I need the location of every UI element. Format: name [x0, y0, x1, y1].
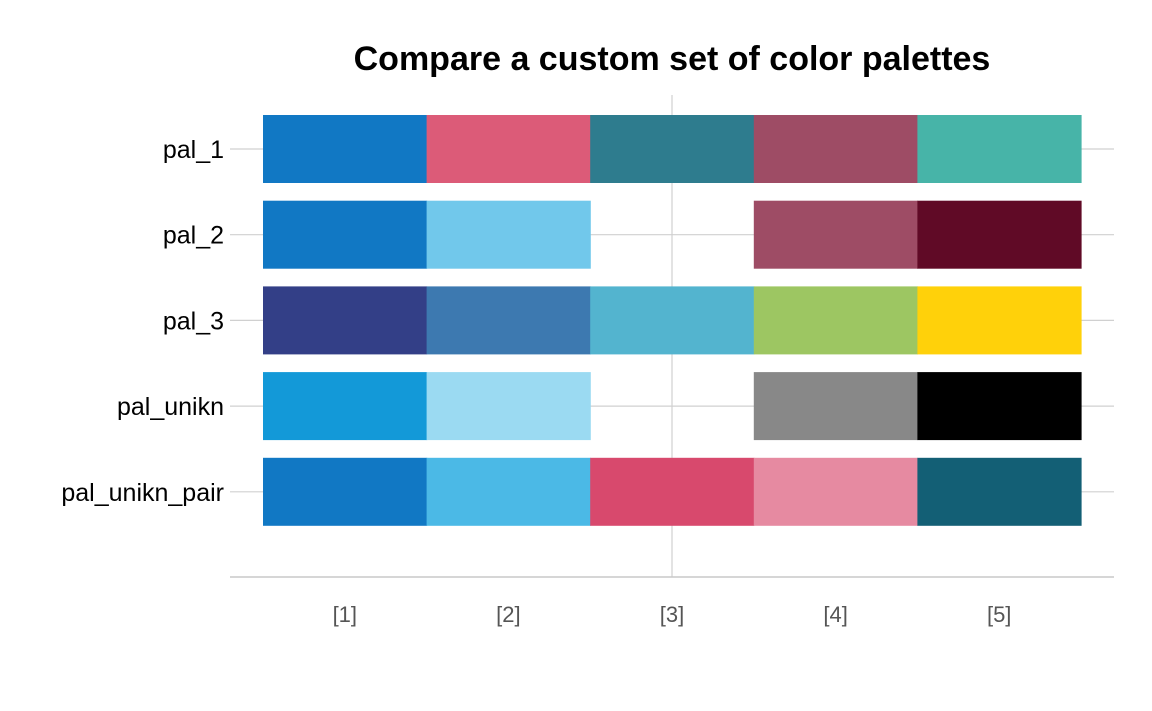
y-tick-label-pal_unikn: pal_unikn: [117, 393, 224, 421]
tile-pal_3-1: [263, 286, 428, 355]
y-tick-label-pal_2: pal_2: [163, 222, 224, 250]
x-tick-label-5: [5]: [987, 602, 1011, 627]
tile-pal_1-1: [263, 115, 428, 183]
tile-layer: [263, 115, 1082, 526]
tile-pal_3-5: [917, 286, 1082, 355]
y-tick-label-pal_3: pal_3: [163, 307, 224, 335]
tile-pal_3-4: [753, 286, 918, 355]
tile-pal_1-3: [590, 115, 755, 183]
tile-pal_unikn-1: [263, 372, 428, 441]
tile-pal_2-2: [426, 200, 591, 269]
tile-pal_2-1: [263, 200, 428, 269]
tile-pal_1-5: [917, 115, 1082, 183]
x-tick-label-3: [3]: [660, 602, 684, 627]
x-tick-label-4: [4]: [823, 602, 847, 627]
y-tick-label-pal_unikn_pair: pal_unikn_pair: [61, 479, 224, 507]
tile-pal_3-2: [426, 286, 591, 355]
tile-pal_unikn_pair-3: [590, 457, 755, 526]
tile-pal_unikn-4: [753, 372, 918, 441]
tile-pal_unikn-2: [426, 372, 591, 441]
tile-pal_2-5: [917, 200, 1082, 269]
tile-pal_unikn_pair-2: [426, 457, 591, 526]
tile-pal_unikn_pair-4: [753, 457, 918, 526]
tile-pal_unikn_pair-1: [263, 457, 428, 526]
axis-layer: pal_1 pal_2 pal_3 pal_unikn pal_unikn_pair [1…: [61, 136, 1114, 627]
tile-pal_2-4: [753, 200, 918, 269]
tile-pal_1-4: [753, 115, 918, 183]
tile-pal_unikn-5: [917, 372, 1082, 441]
tile-pal_3-3: [590, 286, 755, 355]
chart-title: Compare a custom set of color palettes: [354, 40, 991, 78]
x-tick-label-1: [1]: [333, 602, 357, 627]
x-tick-label-2: [2]: [496, 602, 520, 627]
y-tick-label-pal_1: pal_1: [163, 136, 224, 164]
tile-pal_1-2: [426, 115, 591, 183]
tile-pal_unikn_pair-5: [917, 457, 1082, 526]
